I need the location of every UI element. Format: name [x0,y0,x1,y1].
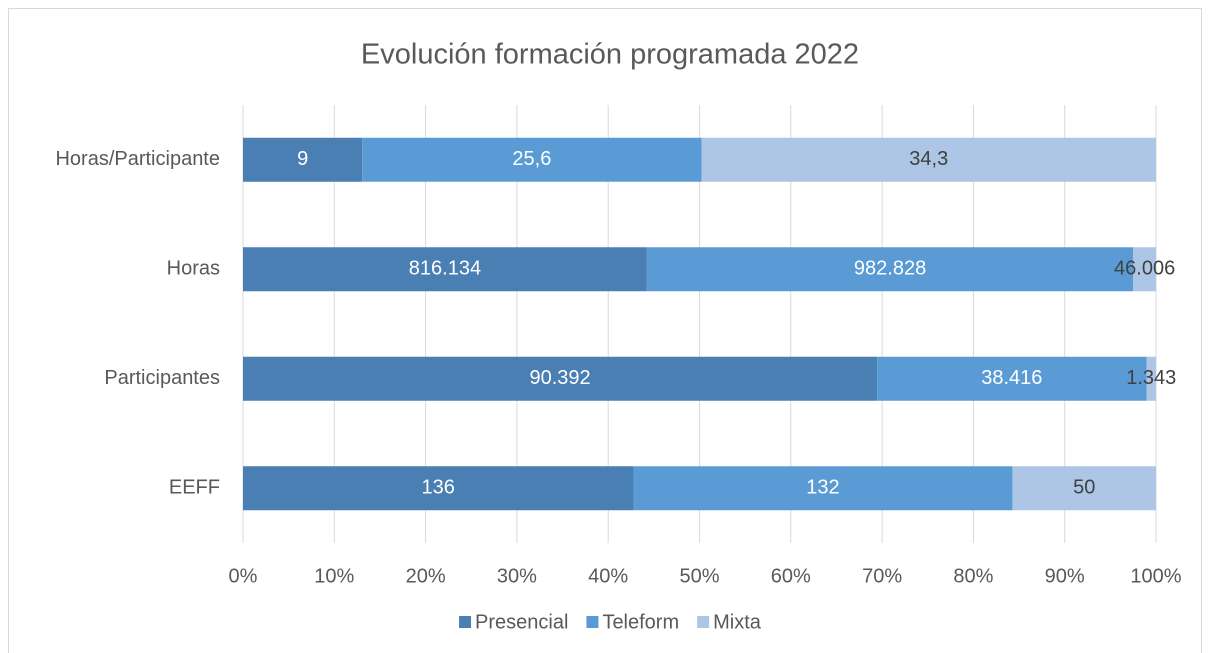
data-label: 38.416 [981,367,1042,389]
data-label: 136 [422,477,455,499]
legend-swatch [459,616,472,628]
data-label: 1.343 [1126,367,1176,389]
x-tick-label: 100% [1130,565,1181,587]
legend-label: Teleform [602,611,679,633]
data-label: 9 [297,148,308,170]
legend-swatch [586,616,599,628]
chart-border [8,8,1202,653]
x-tick-label: 80% [953,565,993,587]
x-tick-label: 90% [1045,565,1085,587]
bar-segment [362,137,702,182]
x-tick-label: 30% [497,565,537,587]
x-tick-label: 70% [862,565,902,587]
data-label: 34,3 [909,148,948,170]
bar-segment [877,356,1147,401]
bar-segment [1146,356,1156,401]
legend-label: Mixta [713,611,762,633]
bar-segment [243,137,363,182]
bar-segment [243,247,647,292]
x-tick-label: 0% [229,565,258,587]
bar-segment [243,466,634,511]
legend-swatch [697,616,710,628]
chart-title: Evolución formación programada 2022 [361,39,859,71]
x-tick-label: 10% [314,565,354,587]
data-label: 46.006 [1114,258,1175,280]
bar-segment [646,247,1134,292]
data-label: 90.392 [529,367,590,389]
bar-segment [701,137,1156,182]
y-tick-label: EEFF [169,477,220,499]
data-label: 25,6 [512,148,551,170]
bar-segment [1012,466,1156,511]
bar-segment [1133,247,1156,292]
x-tick-label: 60% [771,565,811,587]
y-tick-label: Participantes [104,367,220,389]
data-label: 132 [806,477,839,499]
x-tick-label: 40% [588,565,628,587]
legend-label: Presencial [475,611,568,633]
bar-segment [633,466,1013,511]
y-tick-label: Horas [167,258,220,280]
data-label: 816.134 [409,258,481,280]
data-label: 50 [1073,477,1095,499]
x-tick-label: 50% [679,565,719,587]
bar-segment [243,356,878,401]
y-tick-label: Horas/Participante [55,148,220,170]
data-label: 982.828 [854,258,926,280]
x-tick-label: 20% [406,565,446,587]
